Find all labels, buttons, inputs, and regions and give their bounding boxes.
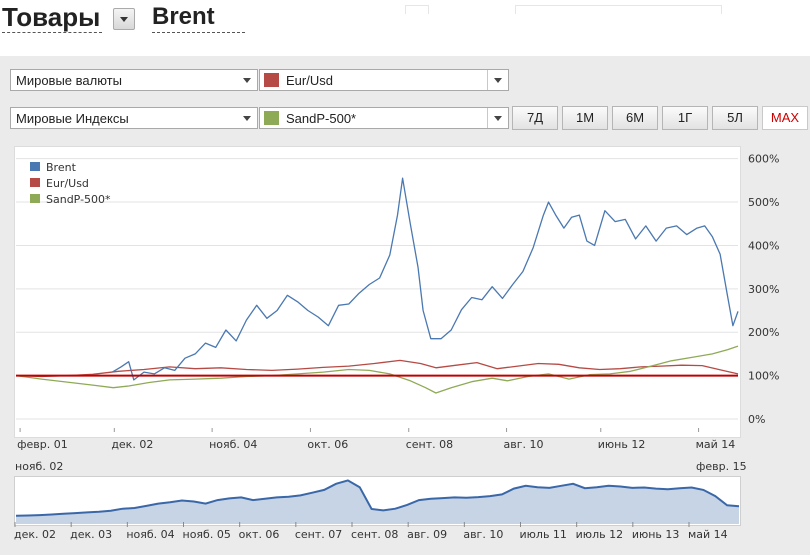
- x-tick-label: окт. 06: [307, 438, 348, 451]
- legend-label: SandP-500*: [46, 193, 111, 206]
- series-line-0: [111, 177, 739, 381]
- navigator-x-label: нояб. 04: [126, 528, 174, 541]
- chevron-down-icon: [237, 70, 257, 90]
- navigator-x-label: июнь 13: [632, 528, 680, 541]
- header-ghost-control: [405, 5, 429, 14]
- chevron-down-icon: [487, 70, 508, 90]
- navigator-x-label: дек. 02: [14, 528, 56, 541]
- chevron-down-icon: [237, 108, 257, 128]
- series-line-1: [15, 359, 739, 378]
- navigator-range-start: нояб. 02: [15, 460, 63, 473]
- y-tick-label: 400%: [748, 239, 779, 252]
- navigator-x-label: июль 11: [520, 528, 567, 541]
- y-tick-label: 200%: [748, 326, 779, 339]
- legend-label: Eur/Usd: [46, 177, 89, 190]
- period-button-7d[interactable]: 7Д: [512, 106, 558, 130]
- legend-label: Brent: [46, 161, 77, 174]
- y-tick-label: 0%: [748, 413, 765, 426]
- header-ghost-field: [515, 5, 722, 14]
- navigator-x-label: сент. 07: [295, 528, 342, 541]
- x-tick-label: июнь 12: [598, 438, 646, 451]
- navigator-x-label: нояб. 05: [183, 528, 231, 541]
- page-header: Товары Brent: [0, 0, 810, 56]
- navigator-x-label: июль 12: [576, 528, 623, 541]
- x-tick-label: май 14: [696, 438, 736, 451]
- navigator-x-label: окт. 06: [239, 528, 280, 541]
- period-button-1y[interactable]: 1Г: [662, 106, 708, 130]
- x-tick-label: февр. 01: [17, 438, 68, 451]
- period-button-5y[interactable]: 5Л: [712, 106, 758, 130]
- x-tick-label: нояб. 04: [209, 438, 257, 451]
- series-color-swatch: [264, 111, 279, 125]
- navigator-x-label: авг. 09: [407, 528, 447, 541]
- category-title[interactable]: Товары: [2, 2, 103, 33]
- instrument-select-1-value: Eur/Usd: [286, 73, 333, 88]
- y-tick-label: 100%: [748, 370, 779, 383]
- group-select-1-value: Мировые валюты: [16, 73, 122, 88]
- period-button-max[interactable]: MAX: [762, 106, 808, 130]
- navigator-x-label: май 14: [688, 528, 728, 541]
- navigator-line: [15, 479, 740, 517]
- period-button-6m[interactable]: 6М: [612, 106, 658, 130]
- y-tick-label: 500%: [748, 196, 779, 209]
- instrument-select-2[interactable]: SandP-500*: [259, 107, 509, 129]
- group-select-2-value: Мировые Индексы: [16, 111, 129, 126]
- navigator-range-end: февр. 15: [696, 460, 747, 473]
- navigator-x-label: сент. 08: [351, 528, 398, 541]
- x-tick-label: сент. 08: [406, 438, 453, 451]
- main-chart-area: [14, 146, 741, 438]
- group-select-1[interactable]: Мировые валюты: [10, 69, 258, 91]
- y-tick-label: 600%: [748, 153, 779, 166]
- instrument-select-1[interactable]: Eur/Usd: [259, 69, 509, 91]
- legend-swatch: [30, 194, 40, 203]
- instrument-select-2-value: SandP-500*: [286, 111, 357, 126]
- series-color-swatch: [264, 73, 279, 87]
- category-dropdown-button[interactable]: [113, 8, 135, 30]
- chevron-down-icon: [487, 108, 508, 128]
- instrument-title[interactable]: Brent: [152, 2, 245, 33]
- legend-swatch: [30, 178, 40, 187]
- series-line-2: [15, 345, 739, 394]
- x-tick-label: авг. 10: [504, 438, 544, 451]
- navigator-x-label: дек. 03: [70, 528, 112, 541]
- y-tick-label: 300%: [748, 283, 779, 296]
- navigator-area-fill: [16, 480, 739, 524]
- period-button-1m[interactable]: 1М: [562, 106, 608, 130]
- group-select-2[interactable]: Мировые Индексы: [10, 107, 258, 129]
- legend-swatch: [30, 162, 40, 171]
- navigator-x-label: авг. 10: [463, 528, 503, 541]
- x-tick-label: дек. 02: [111, 438, 153, 451]
